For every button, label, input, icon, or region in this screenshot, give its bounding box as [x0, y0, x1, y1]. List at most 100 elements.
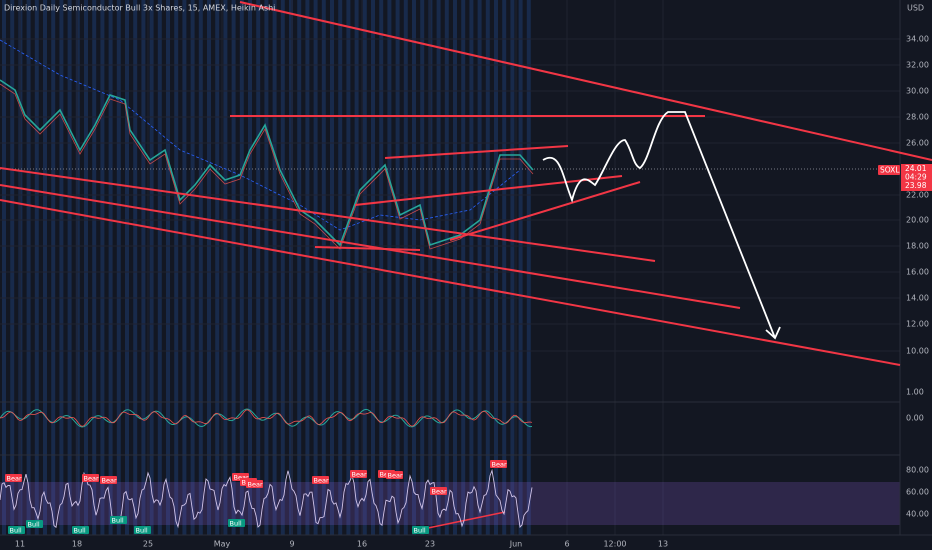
- price-tick-label: 14.00: [906, 294, 929, 303]
- time-tick-label: 13: [658, 540, 668, 549]
- session-stripe: [248, 0, 252, 535]
- countdown: 04:29: [905, 173, 927, 182]
- session-stripe: [43, 0, 47, 535]
- rsi-tick-label: 40.00: [906, 510, 929, 519]
- session-stripe: [395, 0, 400, 535]
- signal-label: Bear: [7, 475, 22, 483]
- signal-badge: [72, 526, 89, 534]
- session-stripe: [207, 0, 211, 535]
- price-tick-label: 26.00: [906, 139, 929, 148]
- session-stripe: [215, 0, 220, 535]
- session-stripe: [412, 0, 416, 535]
- session-stripe: [116, 0, 121, 535]
- price-candles: [0, 83, 534, 250]
- symbol-label: SOXL: [880, 166, 900, 175]
- trendline: [239, 1, 932, 161]
- trendline: [449, 181, 641, 241]
- signal-badge: [134, 526, 151, 534]
- signal-label: Bull: [112, 517, 124, 525]
- time-tick-label: 9: [289, 540, 294, 549]
- projection-path: [542, 111, 776, 339]
- time-tick-label: Jun: [509, 540, 523, 549]
- price-tick-label: 16.00: [906, 268, 929, 277]
- symbol-badge: [878, 165, 900, 175]
- session-stripe: [313, 0, 318, 535]
- trendline: [354, 175, 623, 206]
- session-stripe: [133, 0, 138, 535]
- rsi-band: [0, 482, 900, 525]
- future-area: [533, 0, 900, 535]
- session-stripe: [59, 0, 64, 535]
- trendline: [0, 199, 901, 366]
- session-stripe: [297, 0, 302, 535]
- session-stripe: [100, 0, 105, 535]
- signal-badge: [490, 460, 507, 468]
- time-tick-label: 12:00: [603, 540, 626, 549]
- signal-badge: [110, 516, 127, 524]
- signal-label: Bear: [84, 475, 99, 483]
- session-stripe: [387, 0, 392, 535]
- oscillator: [0, 409, 533, 427]
- price-tick-label: 30.00: [906, 87, 929, 96]
- session-stripe: [354, 0, 359, 535]
- time-tick-label: 23: [425, 540, 435, 549]
- session-stripe: [305, 0, 310, 535]
- session-stripe: [289, 0, 293, 535]
- signal-label: Bull: [74, 527, 86, 535]
- session-stripe: [2, 0, 6, 535]
- time-tick-label: May: [214, 540, 231, 549]
- signal-badge: [8, 526, 25, 534]
- session-stripe: [338, 0, 343, 535]
- session-stripe: [444, 0, 449, 535]
- price-tick-label: 32.00: [906, 61, 929, 70]
- session-stripe: [231, 0, 236, 535]
- osc-tick-label: 1.00: [906, 388, 924, 397]
- signal-label: Bear: [492, 461, 507, 469]
- signal-label: Bull: [136, 527, 148, 535]
- session-stripe: [526, 0, 531, 535]
- signal-badge: [312, 476, 329, 484]
- signal-label: Bear: [388, 472, 403, 480]
- price-tick-label: 10.00: [906, 347, 929, 356]
- session-stripe: [256, 0, 261, 535]
- session-stripes: [2, 0, 900, 535]
- session-stripe: [84, 0, 88, 535]
- signal-label: Bull: [230, 520, 242, 528]
- axes: 34.00 32.00 30.00 28.00 26.00 22.00 20.00 18.00…: [15, 35, 929, 549]
- session-stripe: [223, 0, 228, 535]
- session-stripe: [264, 0, 269, 535]
- session-stripe: [141, 0, 146, 535]
- signal-label: Bear: [234, 474, 249, 482]
- price-candles: [0, 79, 534, 247]
- rsi-line: [0, 468, 533, 529]
- signal-badge: [246, 480, 263, 488]
- trendlines: [0, 1, 932, 529]
- session-stripe: [75, 0, 80, 535]
- signal-label: Bear: [248, 481, 263, 489]
- oscillator: [0, 408, 533, 428]
- currency-label: USD: [907, 4, 924, 13]
- session-stripe: [461, 0, 466, 535]
- signal-label: Bear: [102, 477, 117, 485]
- signal-badge: [412, 526, 429, 534]
- signal-badge: [386, 471, 403, 479]
- session-stripe: [67, 0, 72, 535]
- session-stripe: [280, 0, 285, 535]
- signal-badge: [100, 476, 117, 484]
- session-stripe: [518, 0, 523, 535]
- price-tick-label: 34.00: [906, 35, 929, 44]
- signal-badge: [350, 470, 367, 478]
- session-stripe: [34, 0, 39, 535]
- signal-badge: [82, 474, 99, 482]
- time-tick-label: 11: [15, 540, 25, 549]
- session-stripe: [125, 0, 129, 535]
- session-stripe: [182, 0, 187, 535]
- session-stripe: [174, 0, 179, 535]
- trendline: [427, 511, 506, 529]
- price-tick-label: 28.00: [906, 113, 929, 122]
- signal-label: Bull: [10, 527, 22, 535]
- session-stripe: [502, 0, 507, 535]
- session-stripe: [436, 0, 441, 535]
